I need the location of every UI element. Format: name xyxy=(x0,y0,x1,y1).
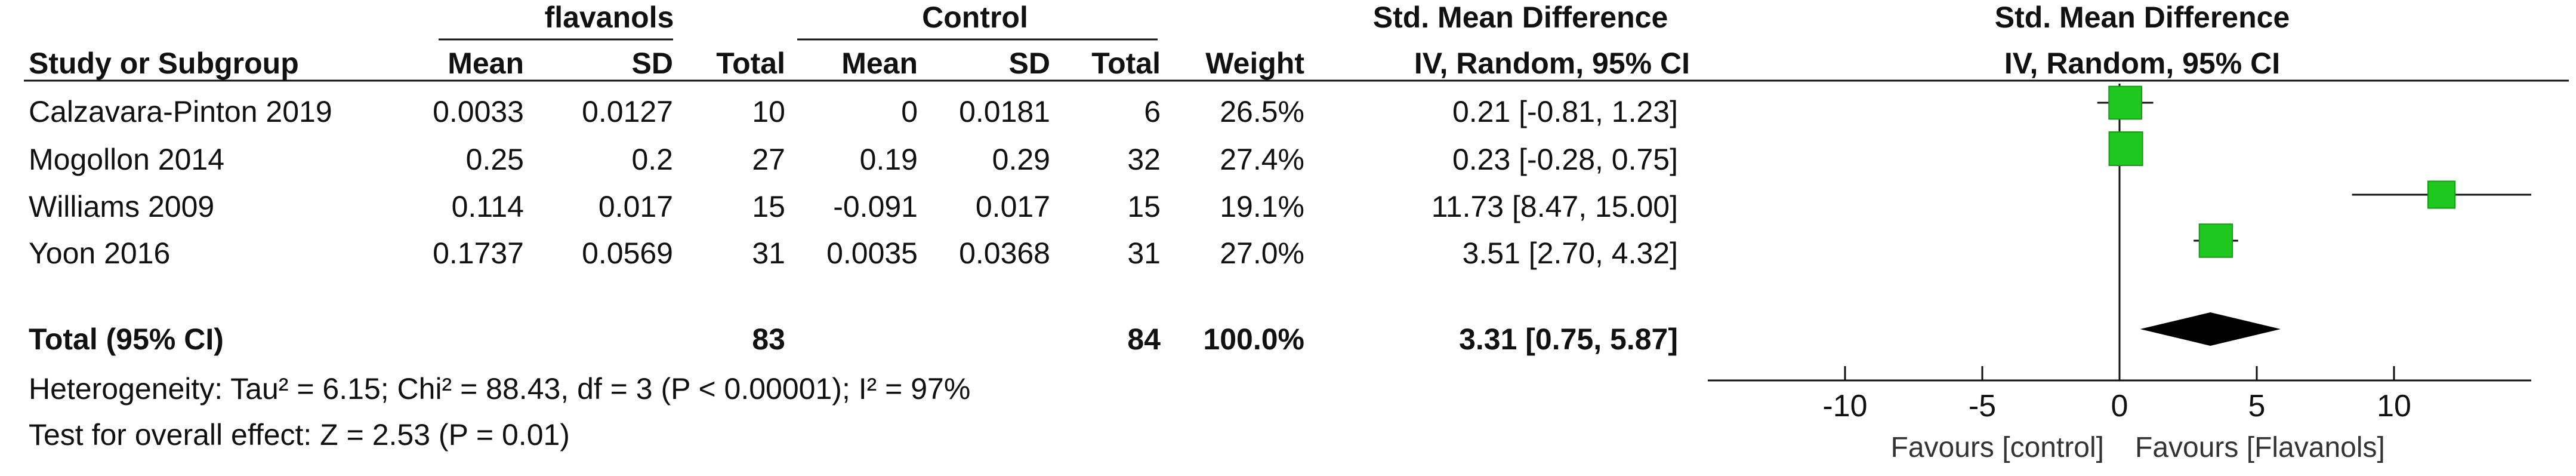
plot-subtitle: IV, Random, 95% CI xyxy=(2004,47,2280,80)
total-2: 15 xyxy=(1127,190,1161,223)
table-row: Yoon 2016 0.1737 0.0569 31 0.0035 0.0368… xyxy=(29,237,1678,270)
x-tick-label: 0 xyxy=(2111,389,2128,423)
heterogeneity-text: Heterogeneity: Tau² = 6.15; Chi² = 88.43… xyxy=(29,372,970,406)
column-header-ci: IV, Random, 95% CI xyxy=(1414,47,1690,80)
overall-effect-text: Test for overall effect: Z = 2.53 (P = 0… xyxy=(29,418,570,452)
study-name: Williams 2009 xyxy=(29,190,214,223)
total-label: Total (95% CI) xyxy=(29,323,224,356)
total-n2: 84 xyxy=(1127,323,1161,356)
total-effect-ci: 3.31 [0.75, 5.87] xyxy=(1459,323,1678,356)
study-effect-marker xyxy=(2108,131,2143,166)
study-name: Mogollon 2014 xyxy=(29,143,224,176)
mean-1: 0.25 xyxy=(466,143,524,176)
mean-2: -0.091 xyxy=(833,190,918,223)
x-tick-label: 5 xyxy=(2248,389,2266,423)
table-row: Williams 2009 0.114 0.017 15 -0.091 0.01… xyxy=(29,190,1678,223)
study-effect-marker xyxy=(2427,180,2456,209)
table-row: Calzavara-Pinton 2019 0.0033 0.0127 10 0… xyxy=(29,95,1678,128)
sd-2: 0.017 xyxy=(976,190,1050,223)
mean-1: 0.114 xyxy=(452,190,524,223)
weight: 26.5% xyxy=(1220,95,1304,128)
favours-control-label: Favours [control] xyxy=(1891,432,2104,463)
forest-plot: -10 -5 0 5 10 Favours [control] Favours [Flava… xyxy=(1708,84,2531,463)
column-header-study: Study or Subgroup xyxy=(29,47,299,80)
plot-title: Std. Mean Difference xyxy=(1995,1,2290,34)
group1-title: flavanols xyxy=(545,1,674,34)
column-header-mean-1: Mean xyxy=(448,47,524,80)
column-header-weight: Weight xyxy=(1205,47,1304,80)
column-header-total-2: Total xyxy=(1091,47,1161,80)
study-effect-marker xyxy=(2198,223,2233,258)
column-header-total-1: Total xyxy=(716,47,785,80)
total-1: 27 xyxy=(752,143,785,176)
x-tick-label: 10 xyxy=(2377,389,2411,423)
mean-1: 0.1737 xyxy=(433,237,524,270)
column-header-mean-2: Mean xyxy=(841,47,918,80)
effect-ci: 0.21 [-0.81, 1.23] xyxy=(1452,95,1678,128)
effect-ci: 0.23 [-0.28, 0.75] xyxy=(1452,143,1678,176)
total-1: 10 xyxy=(752,95,785,128)
weight: 27.4% xyxy=(1220,143,1304,176)
total-2: 31 xyxy=(1127,237,1161,270)
mean-2: 0 xyxy=(901,95,918,128)
mean-2: 0.0035 xyxy=(826,237,918,270)
effect-ci: 3.51 [2.70, 4.32] xyxy=(1463,237,1678,270)
mean-2: 0.19 xyxy=(860,143,918,176)
total-1: 31 xyxy=(752,237,785,270)
effect-column-title: Std. Mean Difference xyxy=(1373,1,1668,34)
column-header-sd-1: SD xyxy=(632,47,673,80)
group2-title: Control xyxy=(922,1,1028,34)
sd-2: 0.0368 xyxy=(959,237,1050,270)
sd-1: 0.017 xyxy=(599,190,673,223)
sd-1: 0.0127 xyxy=(582,95,673,128)
total-weight: 100.0% xyxy=(1203,323,1304,356)
study-name: Yoon 2016 xyxy=(29,237,170,270)
effect-ci: 11.73 [8.47, 15.00] xyxy=(1432,190,1678,223)
sd-2: 0.29 xyxy=(992,143,1050,176)
favours-flavanols-label: Favours [Flavanols] xyxy=(2135,432,2385,463)
total-n1: 83 xyxy=(752,323,785,356)
sd-1: 0.2 xyxy=(631,143,673,176)
x-tick-label: -10 xyxy=(1822,389,1867,423)
weight: 19.1% xyxy=(1220,190,1304,223)
table-row: Mogollon 2014 0.25 0.2 27 0.19 0.29 32 2… xyxy=(29,143,1678,176)
mean-1: 0.0033 xyxy=(433,95,524,128)
total-2: 32 xyxy=(1127,143,1161,176)
study-effect-marker xyxy=(2108,85,2143,120)
weight: 27.0% xyxy=(1220,237,1304,270)
x-tick-label: -5 xyxy=(1969,389,1996,423)
study-name: Calzavara-Pinton 2019 xyxy=(29,95,332,128)
sd-2: 0.0181 xyxy=(959,95,1050,128)
pooled-effect-diamond xyxy=(2140,312,2281,346)
total-1: 15 xyxy=(752,190,785,223)
sd-1: 0.0569 xyxy=(582,237,673,270)
total-2: 6 xyxy=(1144,95,1161,128)
column-header-sd-2: SD xyxy=(1009,47,1050,80)
total-row: Total (95% CI) 83 84 100.0% 3.31 [0.75, … xyxy=(29,323,1678,356)
